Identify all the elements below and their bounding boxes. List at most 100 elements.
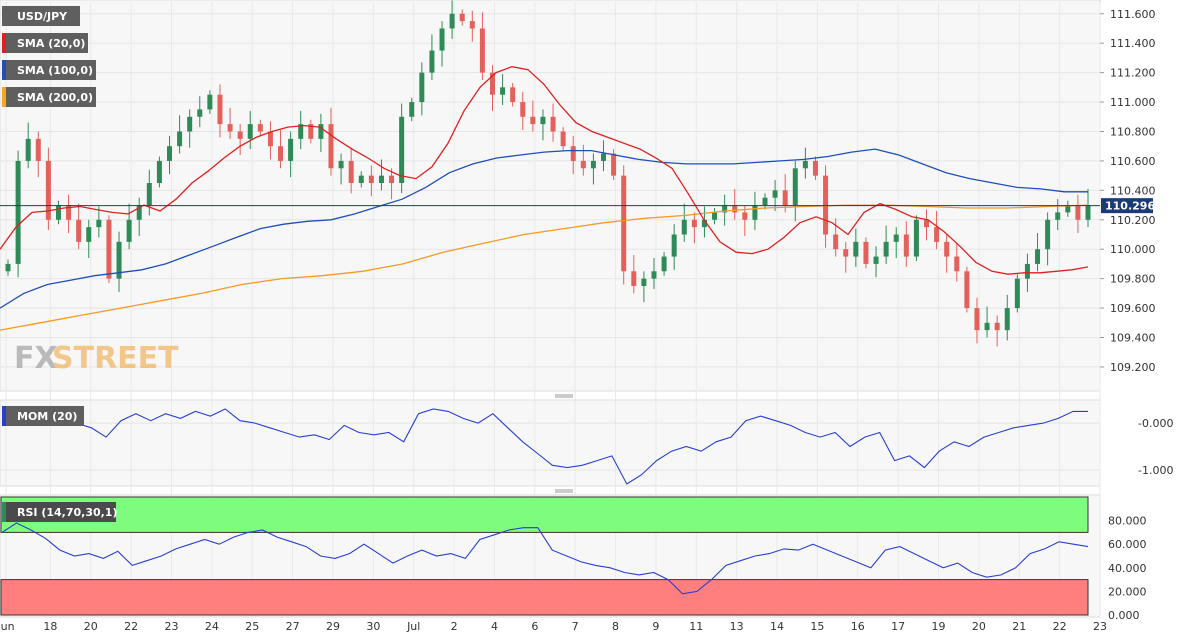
candle-body <box>96 219 102 228</box>
price-tick-label: 111.200 <box>1110 67 1156 80</box>
price-tick-label: 110.600 <box>1110 155 1156 168</box>
candle-body <box>378 175 384 183</box>
price-tick-label: 111.600 <box>1110 8 1156 21</box>
candle-body <box>934 227 940 242</box>
mom-tick-label: -0.000 <box>1138 417 1173 430</box>
candle-body <box>883 241 889 257</box>
candle-body <box>197 109 203 117</box>
rsi-zones <box>0 496 1089 616</box>
rsi-legend: RSI (14,70,30,1) <box>2 502 117 522</box>
candle-body <box>1085 205 1091 220</box>
candle-body <box>903 234 909 257</box>
candle-body <box>863 241 869 264</box>
price-tick-label: 110.000 <box>1110 243 1156 256</box>
candle-body <box>338 160 344 169</box>
panel-resize-handle[interactable] <box>555 394 573 398</box>
legend-box <box>2 87 96 107</box>
main-panel <box>0 0 1101 392</box>
candle-body <box>550 116 556 132</box>
legend-label: SMA (20,0) <box>17 37 85 50</box>
time-tick-label: 4 <box>491 620 498 633</box>
candle-body <box>913 219 919 257</box>
candle-body <box>732 205 738 213</box>
candle-body <box>510 87 516 103</box>
candle-body <box>944 241 950 257</box>
time-tick-label: 16 <box>851 620 865 633</box>
time-tick-label: Jun <box>0 620 15 633</box>
candle-body <box>389 175 395 183</box>
candle-body <box>621 175 627 272</box>
candle-body <box>782 190 788 206</box>
candle-body <box>964 271 970 309</box>
mom-line <box>1 408 1088 485</box>
candle-body <box>661 256 667 272</box>
candle-body <box>469 21 475 29</box>
candle-body <box>409 102 415 117</box>
candle-body <box>792 168 798 206</box>
candle-body <box>1055 212 1061 220</box>
candle-body <box>358 175 364 183</box>
time-tick-label: 19 <box>932 620 946 633</box>
time-tick-label: 17 <box>891 620 905 633</box>
price-tick-label: 109.800 <box>1110 273 1156 286</box>
mom-panel <box>0 399 1101 487</box>
candle-body <box>722 205 728 213</box>
candle-body <box>278 146 284 161</box>
candle-body <box>560 131 566 147</box>
candle-body <box>106 219 112 279</box>
time-tick-label: 30 <box>366 620 380 633</box>
candle-body <box>1004 308 1010 331</box>
time-tick-label: 15 <box>810 620 824 633</box>
time-tick-label: 23 <box>164 620 178 633</box>
fxstreet-watermark: FX STREET <box>14 341 179 376</box>
time-tick-label: 11 <box>689 620 703 633</box>
rsi-tick-label: 0.000 <box>1108 609 1140 622</box>
candle-body <box>540 116 546 125</box>
time-tick-label: 8 <box>612 620 619 633</box>
candle-body <box>459 13 465 22</box>
mom-legend: MOM (20) <box>2 406 84 426</box>
legend-box <box>2 6 80 26</box>
time-tick-label: 22 <box>124 620 138 633</box>
legend-swatch <box>2 60 6 80</box>
time-tick-label: 7 <box>572 620 579 633</box>
candle-body <box>429 50 435 73</box>
rsi-tick-label: 80.000 <box>1108 515 1147 528</box>
axes: 111.600 111.400 111.200 111.000 110.800 110.6… <box>0 8 1173 633</box>
candle-body <box>35 138 41 161</box>
rsi-tick-label: 60.000 <box>1108 538 1147 551</box>
legend-label: SMA (100,0) <box>17 64 93 77</box>
candle-body <box>1014 278 1020 309</box>
candle-body <box>762 197 768 206</box>
time-tick-label: 24 <box>205 620 219 633</box>
mom-label: MOM (20) <box>17 410 77 423</box>
candle-body <box>1035 249 1041 264</box>
price-tick-label: 109.600 <box>1110 302 1156 315</box>
candle-body <box>570 146 576 161</box>
candle-body <box>802 160 808 169</box>
legend-swatch <box>2 6 6 26</box>
candle-body <box>520 102 526 117</box>
candle-body <box>116 241 122 279</box>
time-tick-label: 20 <box>972 620 986 633</box>
candle-body <box>267 131 273 147</box>
candle-body <box>812 160 818 176</box>
rsi-tick-label: 40.000 <box>1108 562 1147 575</box>
oscillators <box>1 408 1089 595</box>
legend-swatch <box>2 87 6 107</box>
candle-body <box>227 124 233 132</box>
candle-body <box>328 124 334 169</box>
candle-body <box>580 160 586 169</box>
legend-label: USD/JPY <box>17 10 68 23</box>
candle-body <box>318 124 324 139</box>
candle-body <box>126 219 132 242</box>
candle-body <box>368 175 374 183</box>
legend-label: SMA (200,0) <box>17 91 93 104</box>
panel-resize-handle[interactable] <box>555 489 573 493</box>
candle-body <box>843 249 849 257</box>
candle-body <box>712 212 718 220</box>
candle-body <box>671 234 677 257</box>
candle-body <box>66 205 72 220</box>
candle-body <box>156 160 162 183</box>
